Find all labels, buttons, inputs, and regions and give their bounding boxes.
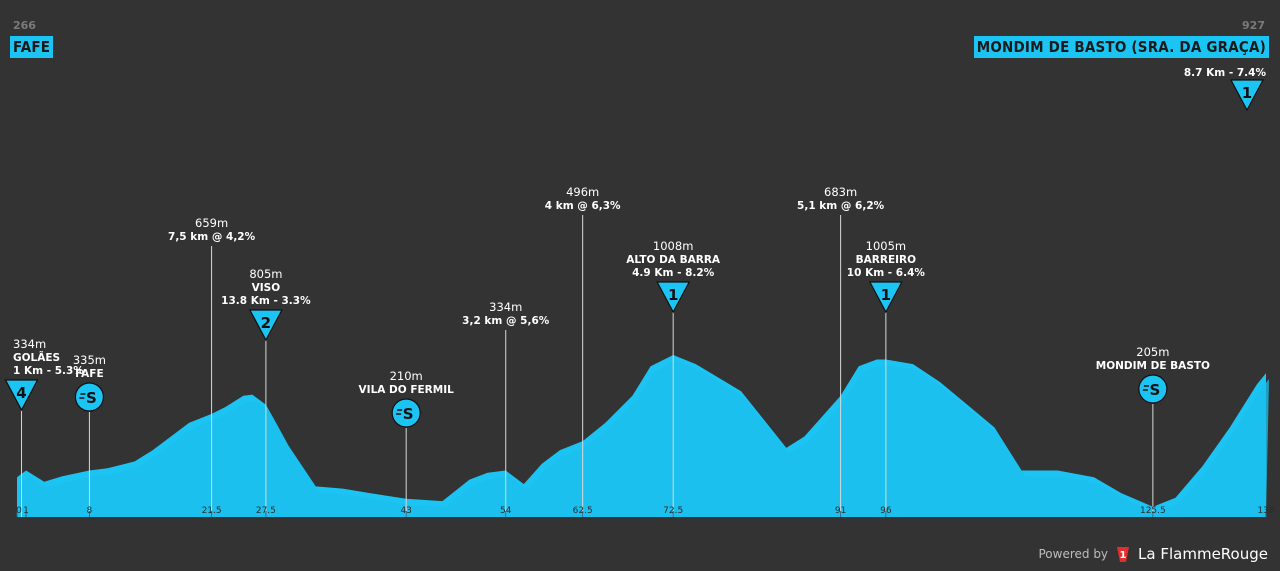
marker-name: GOLÃES bbox=[13, 351, 60, 364]
finish-category-layer: 8.7 Km - 7.4% 1 bbox=[1184, 67, 1267, 112]
marker-icons-layer: 4 S 2 S 1 1 S bbox=[4, 281, 1168, 428]
category-number: 1 bbox=[668, 286, 678, 304]
marker-poles-layer bbox=[21, 215, 1154, 517]
marker-altitude: 335m bbox=[73, 353, 106, 367]
marker-altitude: 683m bbox=[824, 185, 857, 199]
category-triangle-icon bbox=[868, 281, 903, 314]
marker-detail: 5,1 km @ 6,2% bbox=[797, 200, 885, 212]
x-tick-label: 8 bbox=[87, 506, 93, 516]
sprint-glyph: S bbox=[403, 405, 414, 423]
marker-altitude: 334m bbox=[13, 337, 46, 351]
marker-detail: 10 Km - 6.4% bbox=[847, 267, 926, 279]
x-tick-label: 21.5 bbox=[202, 506, 222, 516]
marker-name: VISO bbox=[252, 282, 281, 294]
marker-detail: 7,5 km @ 4,2% bbox=[168, 231, 256, 243]
marker-detail: 1 Km - 5.3% bbox=[13, 365, 84, 377]
category-number: 1 bbox=[881, 286, 891, 304]
sprint-glyph: S bbox=[86, 389, 97, 407]
finish-category-number: 1 bbox=[1242, 84, 1252, 102]
x-tick-label: 91 bbox=[835, 506, 846, 516]
x-tick-label: 72.5 bbox=[663, 506, 683, 516]
x-tick-label: 62.5 bbox=[573, 506, 593, 516]
sprint-glyph: S bbox=[1149, 381, 1160, 399]
category-triangle-icon bbox=[656, 281, 691, 314]
marker-name: FAFE bbox=[75, 368, 103, 380]
marker-detail: 4 km @ 6,3% bbox=[545, 200, 621, 212]
marker-altitude: 334m bbox=[489, 300, 522, 314]
marker-detail: 13.8 Km - 3.3% bbox=[221, 295, 311, 307]
sprint-icon bbox=[391, 398, 421, 428]
category-number: 2 bbox=[261, 314, 271, 332]
category-number: 4 bbox=[16, 384, 26, 402]
marker-altitude: 805m bbox=[249, 267, 282, 281]
marker-name: ALTO DA BARRA bbox=[626, 254, 721, 266]
svg-text:1: 1 bbox=[1120, 550, 1127, 561]
marker-name: MONDIM DE BASTO bbox=[1096, 360, 1210, 372]
marker-altitude: 496m bbox=[566, 185, 599, 199]
marker-altitude: 1008m bbox=[653, 239, 693, 253]
footer-credit: Powered by 1 La FlammeRouge bbox=[1038, 545, 1268, 563]
x-tick-label: 125.5 bbox=[1140, 506, 1166, 516]
flamme-rouge-logo-icon: 1 bbox=[1117, 547, 1130, 562]
sprint-icon bbox=[74, 382, 105, 412]
marker-name: VILA DO FERMIL bbox=[359, 384, 455, 396]
start-location-label: FAFE bbox=[10, 36, 54, 58]
marker-detail: 4.9 Km - 8.2% bbox=[632, 267, 715, 279]
x-tick-label: 1 bbox=[23, 506, 29, 516]
x-tick-label: 96 bbox=[880, 506, 892, 516]
powered-by-text: Powered by bbox=[1038, 547, 1109, 561]
marker-altitude: 205m bbox=[1136, 345, 1169, 359]
x-tick-label: 0 bbox=[16, 506, 22, 516]
x-tick-label: 54 bbox=[500, 506, 512, 516]
x-tick-label: 138 bbox=[1257, 506, 1274, 516]
marker-altitude: 659m bbox=[195, 216, 228, 230]
category-triangle-icon bbox=[4, 379, 39, 412]
sprint-icon bbox=[1138, 374, 1168, 404]
marker-altitude: 210m bbox=[390, 369, 423, 383]
marker-detail: 3,2 km @ 5,6% bbox=[462, 315, 550, 327]
profile-area-layer bbox=[17, 355, 1269, 517]
profile-shade-blend bbox=[17, 361, 1269, 517]
finish-altitude: 927 bbox=[1242, 19, 1265, 32]
x-tick-label: 43 bbox=[400, 506, 411, 516]
x-tick-label: 27.5 bbox=[256, 506, 276, 516]
finish-category-triangle-icon bbox=[1230, 79, 1264, 112]
brand-name[interactable]: La FlammeRouge bbox=[1138, 545, 1268, 563]
x-axis-ticks: 0 1 8 21.5 27.5 43 54 62.5 72.5 91 96 125.5 138 bbox=[16, 506, 1275, 517]
finish-climb-detail: 8.7 Km - 7.4% bbox=[1184, 67, 1267, 79]
marker-name: BARREIRO bbox=[856, 254, 916, 266]
category-triangle-icon bbox=[248, 309, 283, 342]
marker-altitude: 1005m bbox=[866, 239, 906, 253]
start-altitude: 266 bbox=[13, 19, 36, 32]
finish-location-label: MONDIM DE BASTO (SRA. DA GRAÇA) bbox=[973, 36, 1269, 58]
